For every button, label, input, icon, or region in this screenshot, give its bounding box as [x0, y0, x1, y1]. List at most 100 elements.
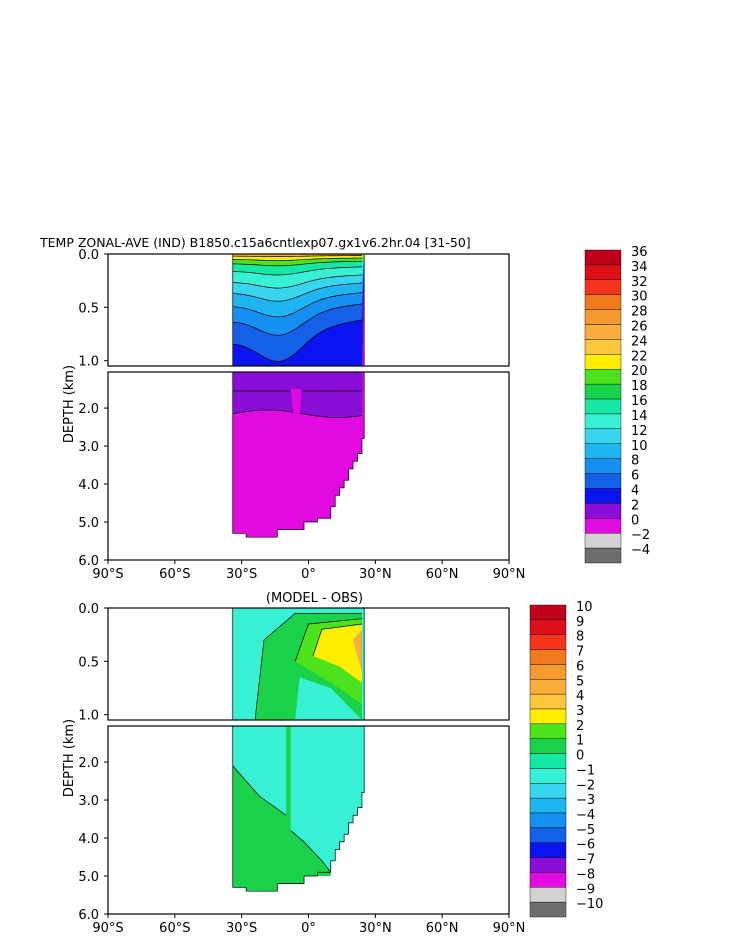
colorbar-swatch: [584, 398, 622, 415]
colorbar-label: 5: [576, 674, 584, 689]
y-tick-label: 4.0: [78, 832, 99, 847]
colorbar-label: 30: [631, 290, 648, 305]
y-tick-label: 3.0: [78, 794, 99, 809]
colorbar-swatch: [529, 738, 567, 754]
x-tick-label: 30°S: [226, 921, 257, 936]
colorbar-swatch: [529, 887, 567, 903]
colorbar-swatch: [529, 768, 567, 784]
panel-subtitle: (MODEL - OBS): [266, 591, 363, 606]
colorbar-label: 9: [576, 615, 584, 630]
colorbar-swatch: [584, 369, 622, 385]
x-tick-label: 30°N: [359, 567, 392, 582]
colorbar-label: −2: [576, 778, 595, 793]
isotherm-contour: [232, 257, 362, 261]
colorbar-swatch: [529, 827, 567, 843]
panel-gap: [107, 366, 510, 372]
colorbar-swatch: [529, 619, 567, 635]
colorbar-swatch: [584, 428, 622, 444]
anomaly-contour: [294, 618, 363, 662]
isotherm-contour: [232, 282, 362, 302]
colorbar-label: −9: [576, 882, 595, 897]
upper-panel-frame: [107, 607, 510, 721]
y-tick-label: 1.0: [78, 709, 99, 724]
colorbar-label: 20: [631, 364, 648, 379]
colorbar-swatch: [529, 708, 567, 725]
colorbar-swatch: [584, 473, 622, 489]
colorbar-label: 0: [576, 749, 584, 764]
x-tick-label: 0°: [301, 921, 316, 936]
colorbar-label: 2: [576, 719, 584, 734]
x-tick-label: 60°N: [426, 567, 459, 582]
anomaly-plus-three: [312, 624, 362, 683]
colorbar-swatch: [584, 264, 622, 281]
colorbar-label: 0: [631, 513, 639, 528]
colorbar-swatch: [529, 634, 567, 650]
colorbar-label: 4: [576, 689, 584, 704]
y-tick-label: 4.0: [78, 478, 99, 493]
colorbar-swatch: [584, 324, 622, 340]
trench-anomaly: [290, 389, 302, 447]
colorbar-swatch: [529, 693, 567, 710]
colorbar-label: −6: [576, 838, 595, 853]
x-tick-label: 30°N: [359, 921, 392, 936]
isotherm-contour: [232, 303, 363, 336]
x-tick-label: 90°S: [92, 921, 123, 936]
figure-title: TEMP ZONAL-AVE (IND) B1850.c15a6cntlexp0…: [39, 235, 471, 250]
colorbar-label: −10: [576, 897, 603, 912]
colorbar-swatch: [529, 679, 567, 695]
colorbar-swatch: [529, 664, 567, 680]
colorbar-swatch: [529, 604, 567, 621]
colorbar-label: −3: [576, 793, 595, 808]
colorbar-swatch: [584, 532, 622, 549]
colorbar-label: 32: [631, 275, 648, 290]
isotherm-contour: [232, 292, 363, 318]
colorbar-label: 34: [631, 260, 648, 275]
colorbar-label: 14: [631, 409, 648, 424]
colorbar-swatch: [584, 339, 622, 355]
panel-gap: [107, 720, 510, 726]
colorbar-label: −1: [576, 763, 595, 778]
y-tick-label: 0.0: [78, 602, 99, 617]
y-tick-label: 2.0: [78, 402, 99, 417]
colorbar-label: 10: [631, 439, 648, 454]
isotherm-contour: [232, 319, 363, 362]
y-axis-label: DEPTH (km): [62, 365, 77, 443]
anomaly-plus-five: [353, 629, 362, 672]
colorbar-swatch: [529, 649, 567, 665]
upper-panel-frame: [107, 253, 510, 367]
colorbar-swatch: [584, 413, 622, 430]
y-tick-label: 6.0: [78, 908, 99, 923]
colorbar-label: 22: [631, 349, 648, 364]
y-tick-label: 6.0: [78, 554, 99, 569]
colorbar-swatch: [584, 354, 622, 370]
y-tick-label: 0.5: [78, 655, 99, 670]
x-tick-label: 60°S: [159, 567, 190, 582]
colorbar-swatch: [584, 279, 622, 295]
y-tick-label: 0.0: [78, 248, 99, 263]
colorbar-label: 8: [631, 454, 639, 469]
y-tick-label: 5.0: [78, 516, 99, 531]
bathymetry-outline: [232, 254, 365, 538]
positive-anomaly-deep: [232, 720, 331, 892]
colorbar-swatch: [584, 383, 622, 400]
isotherm-contour: [232, 260, 362, 267]
x-tick-label: 60°N: [426, 921, 459, 936]
colorbar-label: 12: [631, 424, 648, 439]
colorbar-label: 36: [631, 245, 648, 260]
colorbar-label: 8: [576, 630, 584, 645]
anomaly-contour: [312, 623, 363, 657]
x-tick-label: 90°S: [92, 567, 123, 582]
colorbar-swatch: [529, 797, 567, 814]
colorbar-swatch: [584, 294, 622, 310]
colorbar-swatch: [584, 443, 622, 459]
colorbar-label: −4: [631, 543, 650, 558]
x-tick-label: 90°N: [493, 921, 526, 936]
x-tick-label: 30°S: [226, 567, 257, 582]
bathymetry-outline: [232, 608, 365, 892]
colorbar-swatch: [529, 857, 567, 873]
colorbar-label: −2: [631, 528, 650, 543]
colorbar-label: −5: [576, 823, 595, 838]
colorbar-label: 16: [631, 394, 648, 409]
